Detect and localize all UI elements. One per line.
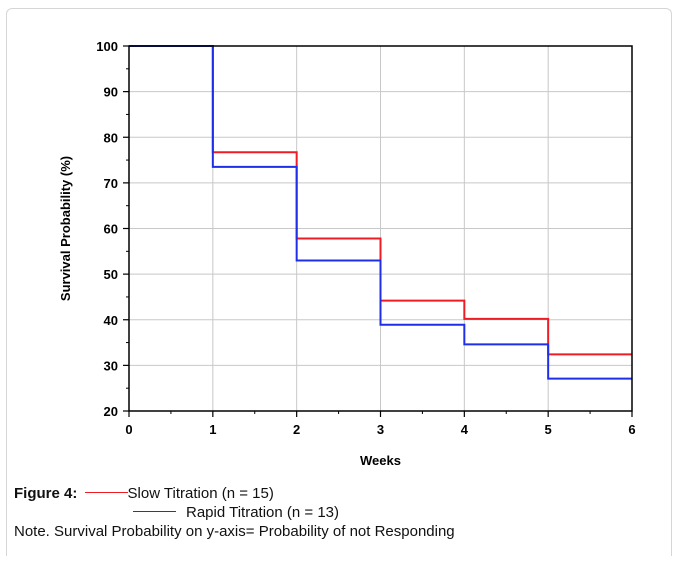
y-tick-label: 20 <box>104 404 118 419</box>
series-lines <box>129 45 632 380</box>
x-tick-label: 2 <box>293 422 300 437</box>
figure-frame <box>6 8 672 556</box>
legend-swatch-slow <box>84 492 128 494</box>
legend-label-slow: Slow Titration (n = 15) <box>127 485 274 502</box>
x-tick-label: 0 <box>125 422 132 437</box>
y-tick-label: 70 <box>104 176 118 191</box>
x-tick-label: 6 <box>628 422 635 437</box>
y-tick-label: 90 <box>104 85 118 100</box>
y-axis-label: Survival Probability (%) <box>58 156 73 301</box>
x-tick-label: 5 <box>545 422 552 437</box>
caption-row-rapid: Rapid Titration (n = 13) <box>14 503 455 522</box>
y-tick-label: 50 <box>104 267 118 282</box>
y-tick-label: 30 <box>104 358 118 373</box>
figure-label: Figure 4: <box>14 485 78 502</box>
survival-chart: 0 1 2 3 4 5 6 20 30 40 50 60 70 80 90 100 Weeks Surviva… <box>58 39 636 468</box>
caption-note: Note. Survival Probability on y-axis= Pr… <box>14 523 455 540</box>
x-axis-label: Weeks <box>360 453 401 468</box>
legend-swatch-rapid <box>133 511 176 513</box>
y-tick-label: 60 <box>104 222 118 237</box>
x-tick-label: 3 <box>377 422 384 437</box>
figure-caption: Figure 4: Slow Titration (n = 15) Rapid … <box>14 484 455 541</box>
legend-label-rapid: Rapid Titration (n = 13) <box>186 504 339 521</box>
series-line-rapid-titration <box>129 45 632 380</box>
x-tick-label: 4 <box>461 422 469 437</box>
x-tick-label: 1 <box>209 422 216 437</box>
y-tick-label: 80 <box>104 130 118 145</box>
y-tick-label: 40 <box>104 313 118 328</box>
grid-lines <box>129 46 632 411</box>
y-tick-label: 100 <box>96 39 118 54</box>
caption-row-slow: Figure 4: Slow Titration (n = 15) <box>14 484 455 503</box>
axis-ticks: 0 1 2 3 4 5 6 20 30 40 50 60 70 80 90 100 <box>96 39 635 437</box>
